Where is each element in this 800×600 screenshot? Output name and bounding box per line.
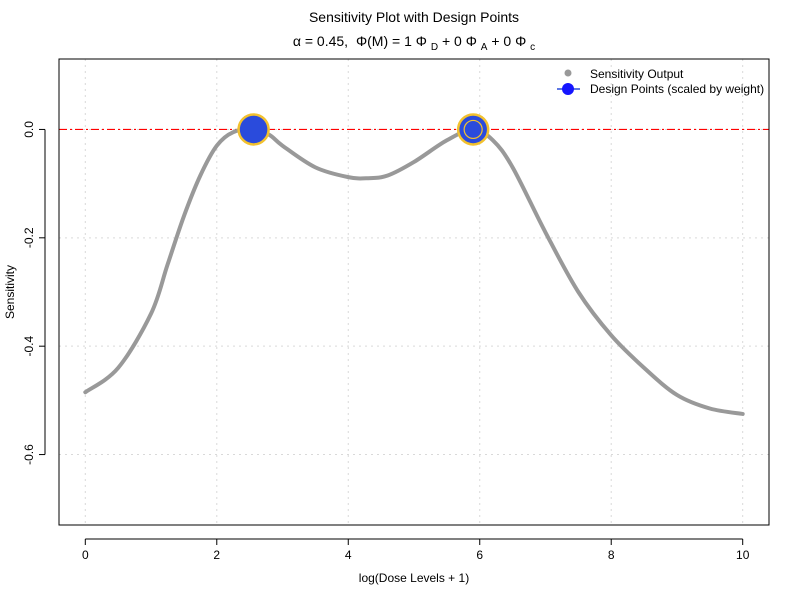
plot-frame (58, 58, 770, 526)
design-point (456, 113, 490, 146)
x-axis-label: log(Dose Levels + 1) (359, 571, 469, 585)
y-axis: 0.0 -0.2 -0.4 -0.6 (22, 121, 46, 465)
design-point (237, 113, 270, 146)
y-tick-label: -0.4 (22, 336, 36, 357)
chart-title: Sensitivity Plot with Design Points (309, 9, 519, 25)
y-axis-label: Sensitivity (3, 265, 17, 319)
legend-sensitivity-marker (564, 69, 572, 77)
y-tick-label: -0.6 (22, 444, 36, 465)
x-tick-label: 6 (476, 548, 483, 562)
x-tick-label: 4 (345, 548, 352, 562)
x-axis: 0 2 4 6 8 10 (82, 538, 750, 562)
series-layer (83, 127, 745, 416)
x-tick-label: 8 (608, 548, 615, 562)
sensitivity-curve (83, 127, 745, 416)
legend-design-marker (562, 83, 574, 95)
legend-label-design-points: Design Points (scaled by weight) (590, 82, 764, 96)
legend: Sensitivity Output Design Points (scaled… (557, 67, 764, 96)
y-tick-label: 0.0 (22, 121, 36, 138)
design-point-inner-ring (463, 119, 483, 140)
design-points-layer (237, 113, 490, 146)
chart-subtitle: α = 0.45, Φ(M) = 1 Φ D + 0 Φ A + 0 Φ c (293, 33, 535, 53)
x-tick-label: 0 (82, 548, 89, 562)
x-tick-label: 10 (736, 548, 750, 562)
y-tick-label: -0.2 (22, 227, 36, 248)
legend-label-sensitivity: Sensitivity Output (590, 67, 684, 81)
x-tick-label: 2 (213, 548, 220, 562)
